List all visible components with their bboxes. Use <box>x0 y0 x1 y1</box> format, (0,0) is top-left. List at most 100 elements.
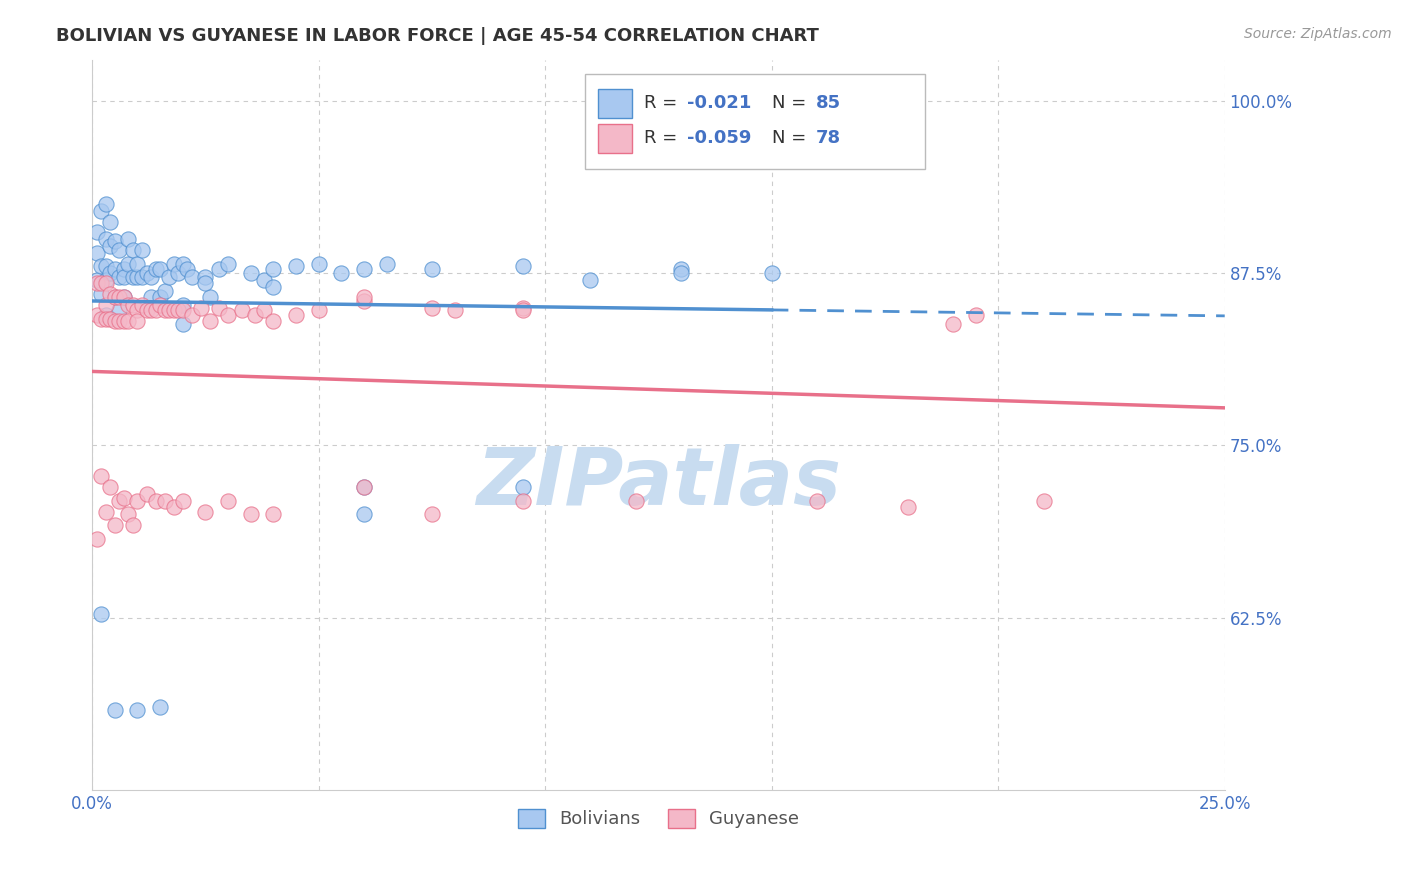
Point <box>94 273 117 287</box>
Point <box>94 260 117 274</box>
Point <box>512 301 534 315</box>
Point <box>127 314 149 328</box>
Point <box>375 256 398 270</box>
Text: N =: N = <box>772 95 811 112</box>
Point <box>217 256 239 270</box>
Point <box>231 303 253 318</box>
Point <box>308 303 330 318</box>
Point <box>176 262 198 277</box>
Point <box>145 493 167 508</box>
Point <box>172 256 194 270</box>
Point <box>285 308 308 322</box>
Point <box>131 243 153 257</box>
Point <box>139 303 162 318</box>
Point <box>239 266 262 280</box>
Point <box>217 493 239 508</box>
Point <box>149 262 172 277</box>
Point <box>86 273 108 287</box>
Point <box>98 286 121 301</box>
Point <box>98 215 121 229</box>
Point <box>122 518 145 533</box>
Point <box>127 303 149 318</box>
Text: Source: ZipAtlas.com: Source: ZipAtlas.com <box>1244 27 1392 41</box>
Point <box>942 317 965 331</box>
Point <box>112 270 135 285</box>
FancyBboxPatch shape <box>585 74 925 169</box>
Point <box>208 301 231 315</box>
Point <box>94 505 117 519</box>
Point <box>139 290 162 304</box>
Point <box>262 262 284 277</box>
Point <box>117 256 139 270</box>
Text: R =: R = <box>644 129 683 147</box>
Point <box>172 493 194 508</box>
Point <box>512 303 534 318</box>
Point <box>145 303 167 318</box>
Point <box>127 256 149 270</box>
Point <box>167 303 190 318</box>
Point <box>330 266 353 280</box>
Point <box>131 270 153 285</box>
Point <box>86 225 108 239</box>
FancyBboxPatch shape <box>599 89 633 118</box>
Point <box>198 290 221 304</box>
Point <box>262 508 284 522</box>
Point <box>353 293 375 308</box>
Point <box>443 303 465 318</box>
Point <box>579 273 602 287</box>
Point <box>806 493 828 508</box>
Point <box>198 314 221 328</box>
Point <box>117 232 139 246</box>
Point <box>157 303 180 318</box>
Text: 85: 85 <box>815 95 841 112</box>
Point <box>157 270 180 285</box>
Point <box>98 480 121 494</box>
Point <box>104 290 127 304</box>
Point <box>512 493 534 508</box>
Point <box>897 500 920 515</box>
Point <box>112 314 135 328</box>
Point <box>149 298 172 312</box>
FancyBboxPatch shape <box>599 124 633 153</box>
Point <box>253 303 276 318</box>
Point <box>239 508 262 522</box>
Point <box>172 317 194 331</box>
Point <box>90 607 112 621</box>
Point <box>624 493 647 508</box>
Point <box>94 232 117 246</box>
Text: N =: N = <box>772 129 811 147</box>
Point <box>353 508 375 522</box>
Point <box>420 262 443 277</box>
Point <box>135 266 157 280</box>
Point <box>353 480 375 494</box>
Point <box>127 493 149 508</box>
Point <box>90 204 112 219</box>
Point <box>94 311 117 326</box>
Point <box>131 298 153 312</box>
Point <box>90 286 112 301</box>
Point <box>108 303 131 318</box>
Text: BOLIVIAN VS GUYANESE IN LABOR FORCE | AGE 45-54 CORRELATION CHART: BOLIVIAN VS GUYANESE IN LABOR FORCE | AG… <box>56 27 820 45</box>
Legend: Bolivians, Guyanese: Bolivians, Guyanese <box>510 802 806 836</box>
Point <box>122 243 145 257</box>
Text: -0.021: -0.021 <box>686 95 751 112</box>
Point <box>104 518 127 533</box>
Point <box>108 270 131 285</box>
Point <box>512 260 534 274</box>
Point <box>94 308 117 322</box>
Point <box>965 308 987 322</box>
Point <box>112 290 135 304</box>
Point <box>353 262 375 277</box>
Point <box>353 480 375 494</box>
Point <box>153 493 176 508</box>
Point <box>420 508 443 522</box>
Point <box>253 273 276 287</box>
Point <box>90 260 112 274</box>
Point <box>149 290 172 304</box>
Point <box>217 308 239 322</box>
Point <box>153 284 176 298</box>
Point <box>104 314 127 328</box>
Point <box>167 266 190 280</box>
Point <box>98 311 121 326</box>
Point <box>135 486 157 500</box>
